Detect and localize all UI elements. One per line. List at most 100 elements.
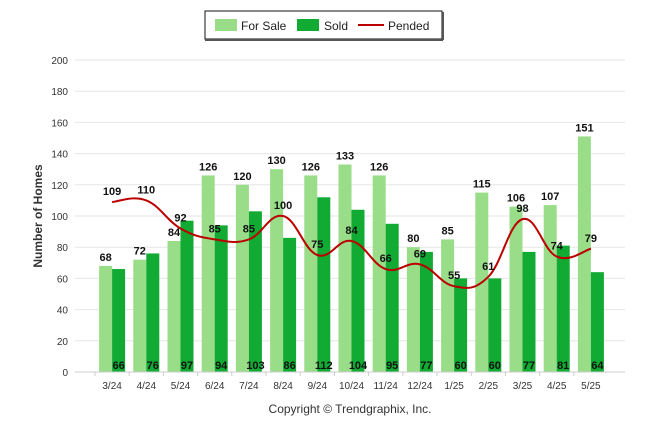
bar-for-sale: [99, 265, 113, 372]
bar-sold: [180, 220, 194, 372]
bar-sold: [522, 251, 536, 372]
bar-sold: [351, 209, 365, 372]
bar-for-sale: [235, 184, 249, 372]
legend-swatch-for-sale: [215, 19, 237, 31]
data-label-for-sale: 80: [407, 233, 419, 245]
data-label-for-sale: 120: [233, 171, 251, 183]
data-label-for-sale: 126: [302, 161, 320, 173]
data-label-for-sale: 115: [473, 179, 491, 191]
x-tick-label: 7/24: [239, 381, 259, 392]
x-tick-label: 3/25: [513, 381, 533, 392]
legend-label-for-sale: For Sale: [241, 19, 287, 33]
bar-sold: [419, 251, 433, 372]
data-label-for-sale: 72: [134, 246, 146, 258]
bar-for-sale: [441, 239, 455, 372]
bar-sold: [317, 197, 331, 372]
x-tick-label: 9/24: [308, 381, 328, 392]
data-label-pended: 100: [274, 200, 292, 212]
data-label-pended: 55: [448, 270, 460, 282]
data-label-for-sale: 126: [370, 161, 388, 173]
x-tick-label: 5/25: [581, 381, 601, 392]
data-label-sold: 60: [489, 360, 501, 372]
bar-for-sale: [167, 240, 181, 372]
bar-for-sale: [509, 206, 523, 372]
y-tick-label: 40: [57, 306, 69, 317]
bar-for-sale: [133, 259, 147, 372]
data-label-pended: 92: [174, 212, 186, 224]
bar-sold: [112, 269, 126, 372]
pended-line-layer: [111, 197, 592, 289]
data-label-pended: 110: [137, 184, 155, 196]
data-label-sold: 86: [283, 360, 295, 372]
bar-sold: [146, 253, 160, 372]
data-label-sold: 64: [591, 360, 604, 372]
y-tick-label: 180: [51, 87, 68, 98]
data-label-pended: 98: [516, 203, 528, 215]
x-tick-label: 2/25: [479, 381, 499, 392]
bar-sold: [454, 278, 468, 372]
legend: For Sale Sold Pended: [204, 10, 444, 41]
y-tick-label: 80: [57, 243, 69, 254]
legend-label-sold: Sold: [324, 19, 348, 33]
data-label-for-sale: 107: [541, 191, 559, 203]
bar-for-sale: [406, 247, 420, 372]
data-label-for-sale: 68: [99, 252, 111, 264]
data-label-for-sale: 84: [168, 227, 181, 239]
x-tick-label: 3/24: [102, 381, 122, 392]
bar-sold: [248, 211, 262, 372]
x-tick-label: 11/24: [374, 381, 399, 392]
bar-for-sale: [577, 136, 591, 372]
data-label-pended: 69: [414, 248, 426, 260]
bar-for-sale: [338, 164, 352, 372]
copyright-footer: Copyright © Trendgraphix, Inc.: [269, 402, 432, 416]
bar-sold: [590, 272, 604, 372]
data-label-sold: 76: [147, 360, 159, 372]
data-label-for-sale: 106: [507, 193, 525, 205]
x-tick-label: 8/24: [273, 381, 293, 392]
data-label-pended: 85: [243, 223, 255, 235]
data-labels: 68 66 72 76 84 97 126 94 120 103 130 86 126 112 133 104…: [99, 122, 604, 372]
bar-for-sale: [304, 175, 318, 372]
data-label-for-sale: 130: [267, 155, 285, 167]
data-label-pended: 66: [380, 253, 392, 265]
pended-line: [111, 197, 592, 289]
data-label-for-sale: 85: [441, 225, 453, 237]
legend-label-pended: Pended: [388, 19, 429, 33]
bar-sold: [283, 237, 297, 372]
data-label-pended: 84: [345, 225, 358, 237]
y-tick-label: 20: [57, 337, 69, 348]
data-label-pended: 74: [551, 241, 564, 253]
data-label-for-sale: 126: [199, 161, 217, 173]
x-tick-label: 6/24: [205, 381, 225, 392]
x-tick-label: 12/24: [407, 381, 432, 392]
data-label-sold: 97: [181, 360, 193, 372]
x-tick-label: 4/25: [547, 381, 567, 392]
x-tick-label: 4/24: [137, 381, 157, 392]
bar-sold: [214, 225, 228, 372]
y-tick-label: 200: [51, 56, 68, 67]
data-label-sold: 77: [523, 360, 535, 372]
y-tick-label: 120: [51, 181, 68, 192]
data-label-sold: 94: [215, 360, 228, 372]
data-label-sold: 103: [246, 360, 264, 372]
data-label-pended: 85: [209, 223, 221, 235]
bar-for-sale: [543, 205, 557, 372]
x-tick-label: 5/24: [171, 381, 191, 392]
y-tick-label: 160: [51, 118, 68, 129]
data-label-pended: 109: [103, 186, 121, 198]
bar-for-sale: [270, 169, 284, 372]
y-tick-label: 60: [57, 274, 69, 285]
y-tick-label: 0: [62, 368, 68, 379]
data-label-pended: 79: [585, 233, 597, 245]
data-label-sold: 60: [454, 360, 466, 372]
data-label-sold: 112: [315, 360, 333, 372]
data-label-sold: 81: [557, 360, 569, 372]
bar-sold: [556, 245, 570, 372]
data-label-sold: 66: [112, 360, 124, 372]
bar-sold: [385, 223, 399, 372]
bar-for-sale: [201, 175, 215, 372]
data-label-sold: 104: [349, 360, 368, 372]
bar-sold: [488, 278, 502, 372]
data-label-sold: 77: [420, 360, 432, 372]
